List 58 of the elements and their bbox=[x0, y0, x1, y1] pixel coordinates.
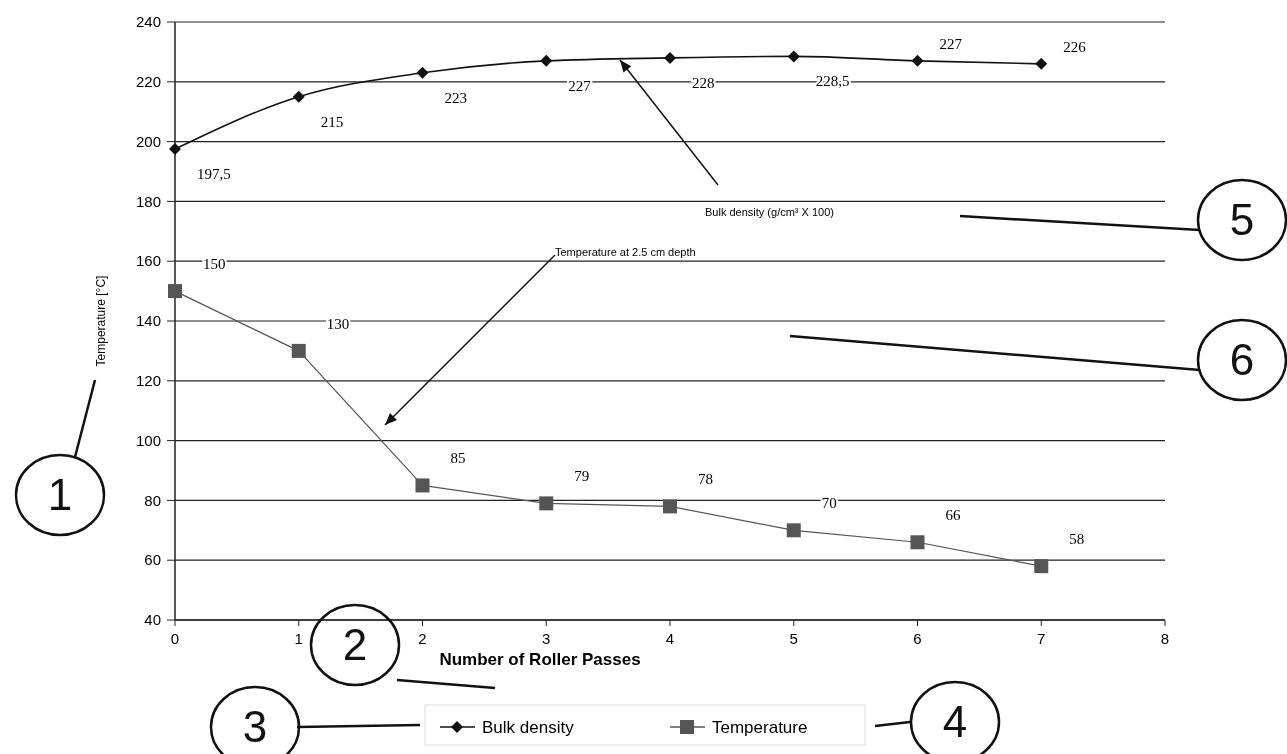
y-tick-label: 80 bbox=[144, 491, 161, 509]
y-tick-label: 220 bbox=[135, 73, 161, 91]
x-tick-label: 0 bbox=[170, 630, 180, 647]
point bbox=[786, 523, 801, 538]
data-label: 85 bbox=[450, 450, 466, 467]
x-tick-label: 5 bbox=[789, 630, 798, 647]
x-tick-label: 8 bbox=[1160, 630, 1170, 647]
callout: 5 bbox=[959, 178, 1287, 262]
x-tick-label: 2 bbox=[418, 630, 427, 647]
data-label: 66 bbox=[945, 507, 961, 524]
point bbox=[664, 51, 676, 64]
data-label: 197,5 bbox=[197, 166, 231, 183]
annotation: Temperature at 2.5 cm depth bbox=[555, 246, 696, 258]
callout: 1 bbox=[14, 379, 106, 537]
x-tick-label: 6 bbox=[913, 630, 922, 647]
y-tick-label: 140 bbox=[135, 312, 161, 330]
point bbox=[1034, 559, 1049, 574]
point bbox=[663, 499, 677, 514]
x-tick-label: 3 bbox=[542, 630, 551, 647]
data-label: 215 bbox=[320, 113, 344, 130]
y-tick-label: 60 bbox=[144, 551, 161, 569]
y-tick-label: 40 bbox=[144, 611, 161, 629]
y-tick-label: 180 bbox=[135, 192, 161, 210]
legend-label: Temperature bbox=[712, 717, 808, 737]
legend-label: Bulk density bbox=[482, 717, 575, 737]
data-label: 130 bbox=[326, 315, 350, 332]
data-label: 223 bbox=[444, 89, 467, 106]
point bbox=[415, 478, 430, 493]
callout: 6 bbox=[789, 318, 1287, 402]
y-tick-label: 100 bbox=[135, 431, 161, 449]
callout: 4 bbox=[874, 680, 1001, 754]
point bbox=[910, 535, 925, 550]
point bbox=[416, 66, 429, 79]
y-tick-label: 160 bbox=[135, 252, 161, 270]
point bbox=[1035, 57, 1048, 70]
data-label: 226 bbox=[1063, 38, 1087, 55]
point bbox=[540, 54, 553, 67]
x-tick-label: 7 bbox=[1037, 630, 1046, 647]
y-axis-title: Temperature [°C] bbox=[94, 275, 108, 367]
x-axis-title: Number of Roller Passes bbox=[439, 650, 641, 669]
point bbox=[539, 496, 554, 511]
y-tick-label: 200 bbox=[135, 132, 161, 150]
y-tick-label: 120 bbox=[135, 372, 161, 390]
data-label: 78 bbox=[698, 471, 713, 488]
x-tick-label: 1 bbox=[294, 630, 303, 647]
point bbox=[291, 343, 306, 358]
point bbox=[292, 90, 305, 103]
data-label: 58 bbox=[1069, 531, 1085, 548]
point bbox=[168, 284, 182, 299]
callout: 3 bbox=[209, 685, 421, 754]
point bbox=[911, 54, 924, 67]
data-label: 79 bbox=[574, 468, 590, 485]
point bbox=[787, 50, 800, 63]
data-label: 227 bbox=[939, 35, 963, 52]
x-tick-label: 4 bbox=[665, 630, 675, 647]
data-label: 227 bbox=[568, 77, 592, 94]
y-tick-label: 240 bbox=[135, 13, 161, 31]
annotation: Bulk density (g/cm³ X 100) bbox=[705, 206, 834, 218]
